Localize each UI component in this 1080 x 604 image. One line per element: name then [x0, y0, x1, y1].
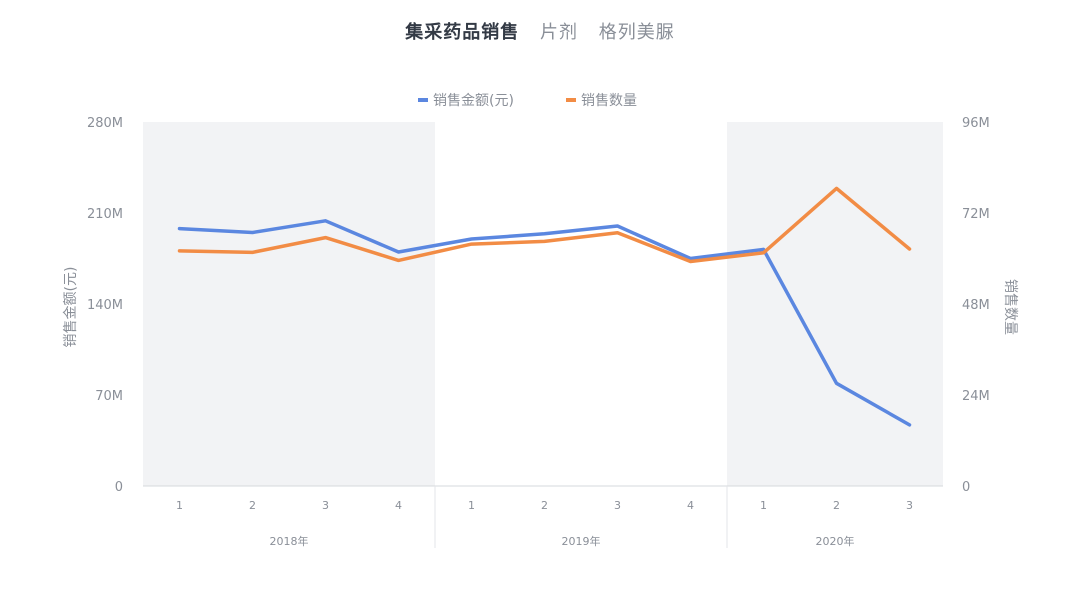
x-tick-label: 2 [541, 499, 548, 512]
right-y-axis: 0 24M 48M 72M 96M [962, 116, 990, 495]
legend: 销售金额(元) 销售数量 [418, 93, 637, 109]
x-tick-label: 1 [760, 499, 767, 512]
x-tick-label: 1 [176, 499, 183, 512]
group-band-2 [727, 122, 943, 486]
title-subtitle-1: 片剂 [540, 22, 578, 43]
legend-label-0: 销售金额(元) [433, 93, 514, 109]
group-bands [143, 122, 943, 486]
right-y-tick-label: 0 [962, 480, 970, 495]
right-y-tick-label: 48M [962, 298, 990, 313]
x-tick-label: 2 [249, 499, 256, 512]
left-y-axis-label: 销售金额(元) [63, 267, 79, 348]
x-tick-label: 4 [687, 499, 694, 512]
series-lines [177, 186, 912, 427]
right-y-tick-label: 24M [962, 389, 990, 404]
x-group-label: 2019年 [562, 534, 601, 548]
left-y-tick-label: 70M [95, 389, 123, 404]
left-y-tick-label: 0 [115, 480, 123, 495]
left-y-axis: 0 70M 140M 210M 280M [87, 116, 123, 495]
legend-label-1: 销售数量 [581, 93, 637, 109]
x-group-label: 2018年 [270, 534, 309, 548]
x-tick-label: 3 [322, 499, 329, 512]
right-y-tick-label: 96M [962, 116, 990, 131]
x-axis: 1 2 3 4 1 2 3 4 1 2 3 2018年 2019年 2020年 [143, 485, 943, 548]
title-main: 集采药品销售 [405, 22, 520, 43]
right-y-axis-label: 销售数量 [1002, 279, 1018, 335]
series-line-0 [177, 219, 912, 427]
title-subtitle-2: 格列美脲 [598, 22, 675, 43]
group-band-0 [143, 122, 435, 486]
right-y-tick-label: 72M [962, 207, 990, 222]
left-y-tick-label: 280M [87, 116, 123, 131]
x-tick-label: 3 [614, 499, 621, 512]
x-tick-label: 2 [833, 499, 840, 512]
x-tick-label: 1 [468, 499, 475, 512]
left-y-tick-label: 140M [87, 298, 123, 313]
chart-title: 集采药品销售 片剂 格列美脲 [0, 18, 1080, 44]
x-tick-label: 3 [906, 499, 913, 512]
series-line-1 [177, 186, 912, 264]
left-y-tick-label: 210M [87, 207, 123, 222]
x-tick-label: 4 [395, 499, 402, 512]
x-group-label: 2020年 [816, 534, 855, 548]
